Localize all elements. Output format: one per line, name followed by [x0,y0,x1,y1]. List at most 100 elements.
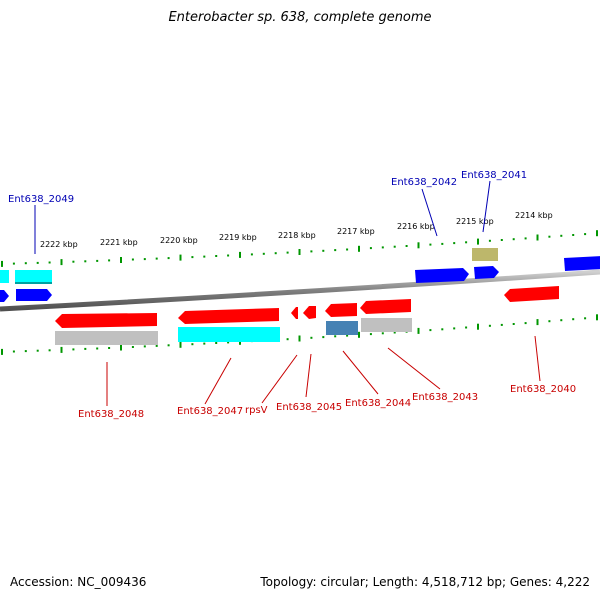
minor-tick [12,350,15,353]
minor-tick [524,322,527,325]
genome-backbone [0,269,600,312]
kbp-labels: 2222 kbp 2221 kbp 2220 kbp 2219 kbp 2218… [40,211,553,249]
minor-tick [488,324,491,327]
lower-tick-rail [1,314,598,355]
major-tick [417,327,420,334]
callout-line [305,353,312,398]
gene-cds-cyan[interactable] [15,270,52,283]
minor-tick [453,327,456,330]
gene-cds-gray[interactable] [361,318,412,332]
minor-tick [346,248,349,251]
minor-tick [227,341,230,344]
minor-tick [560,319,563,322]
minor-tick [524,237,527,240]
gene-arrow-reverse[interactable] [55,313,157,328]
gene-label-rpsv[interactable]: rpsV [245,405,268,416]
major-tick [120,344,122,351]
minor-tick [286,251,289,254]
major-tick [358,331,360,338]
gene-cds-cyan[interactable] [0,270,9,283]
gene-label-ent638-2045[interactable]: Ent638_2045 [276,402,342,413]
major-tick [536,319,539,326]
minor-tick [346,334,349,337]
gene-shadow [15,282,52,284]
minor-tick [24,262,27,265]
minor-tick [36,261,39,264]
minor-tick [441,242,444,245]
major-tick [477,238,479,245]
gene-label-ent638-2043[interactable]: Ent638_2043 [412,392,478,403]
gene-arrow-forward[interactable] [564,256,600,271]
gene-label-ent638-2048[interactable]: Ent638_2048 [78,409,144,420]
minor-tick [584,317,587,320]
gene-label-ent638-2042[interactable]: Ent638_2042 [391,177,457,188]
gene-cds-cyan[interactable] [178,327,280,342]
major-tick [358,245,360,252]
kbp-label: 2219 kbp [219,233,257,242]
major-tick [298,335,301,342]
gene-label-ent638-2047[interactable]: Ent638_2047 [177,406,243,417]
minor-tick [167,257,170,260]
gene-arrow-reverse[interactable] [360,299,411,314]
gene-label-ent638-2044[interactable]: Ent638_2044 [345,398,411,409]
minor-tick [72,348,75,351]
kbp-label: 2218 kbp [278,231,316,240]
callout-line [387,347,441,390]
major-tick [1,348,3,355]
gene-arrow-forward[interactable] [0,290,9,302]
gene-arrow-forward[interactable] [474,266,499,279]
minor-tick [572,318,575,321]
major-tick [239,251,241,258]
major-tick [596,314,598,321]
major-tick [477,323,479,330]
minor-tick [429,243,432,246]
minor-tick [429,329,432,332]
gene-cds-khaki[interactable] [472,248,498,261]
gene-arrow-forward[interactable] [16,289,52,301]
gene-arrow-reverse[interactable] [504,286,559,302]
gene-arrow-reverse[interactable] [291,307,298,319]
callout-line [421,188,438,237]
major-tick [179,254,182,261]
minor-tick [262,252,265,255]
gene-label-ent638-2049[interactable]: Ent638_2049 [8,194,74,205]
gene-arrow-reverse[interactable] [178,308,279,324]
gene-cds-gray[interactable] [55,331,158,345]
gene-label-ent638-2041[interactable]: Ent638_2041 [461,170,527,181]
minor-tick [108,347,111,349]
minor-tick [548,320,551,323]
upper-tick-rail [1,230,598,267]
callout-line [342,350,379,395]
callout-line [204,357,232,405]
lower-gene-callouts: Ent638_2048 Ent638_2047 rpsV Ent638_2045… [78,335,576,420]
minor-tick [96,259,99,262]
minor-tick [393,331,396,334]
minor-tick [227,254,230,257]
minor-tick [48,261,51,264]
minor-tick [274,252,277,255]
minor-tick [488,239,491,242]
minor-tick [203,342,206,345]
forward-strand-genes [0,248,600,302]
minor-tick [84,260,87,263]
minor-tick [512,323,515,325]
minor-tick [381,246,384,249]
gene-arrow-reverse[interactable] [325,303,357,317]
callout-line [261,354,298,404]
gene-arrow-reverse[interactable] [303,306,316,319]
major-tick [179,341,182,348]
minor-tick [191,343,194,346]
minor-tick [560,234,563,237]
gene-arrow-forward[interactable] [415,268,469,283]
gene-cds-steel[interactable] [326,321,358,335]
minor-tick [548,235,551,238]
minor-tick [465,241,468,244]
minor-tick [84,347,87,350]
gene-label-ent638-2040[interactable]: Ent638_2040 [510,384,576,395]
minor-tick [215,255,218,257]
minor-tick [48,349,51,352]
minor-tick [500,323,503,326]
major-tick [298,249,301,255]
major-tick [536,234,539,241]
minor-tick [465,326,468,329]
